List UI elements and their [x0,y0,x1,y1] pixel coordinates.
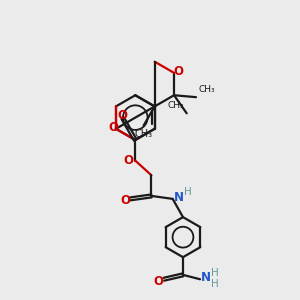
Text: CH₃: CH₃ [199,85,216,94]
Text: CH₃: CH₃ [167,101,184,110]
Text: O: O [124,154,134,167]
Text: H: H [212,268,219,278]
Text: O: O [109,121,118,134]
Text: H: H [212,279,219,289]
Text: N: N [174,191,184,204]
Text: O: O [154,275,164,288]
Text: O: O [173,65,184,78]
Text: O: O [120,194,130,207]
Text: H: H [184,188,192,197]
Text: CH₃: CH₃ [135,129,153,139]
Text: O: O [118,110,128,122]
Text: N: N [201,271,211,284]
